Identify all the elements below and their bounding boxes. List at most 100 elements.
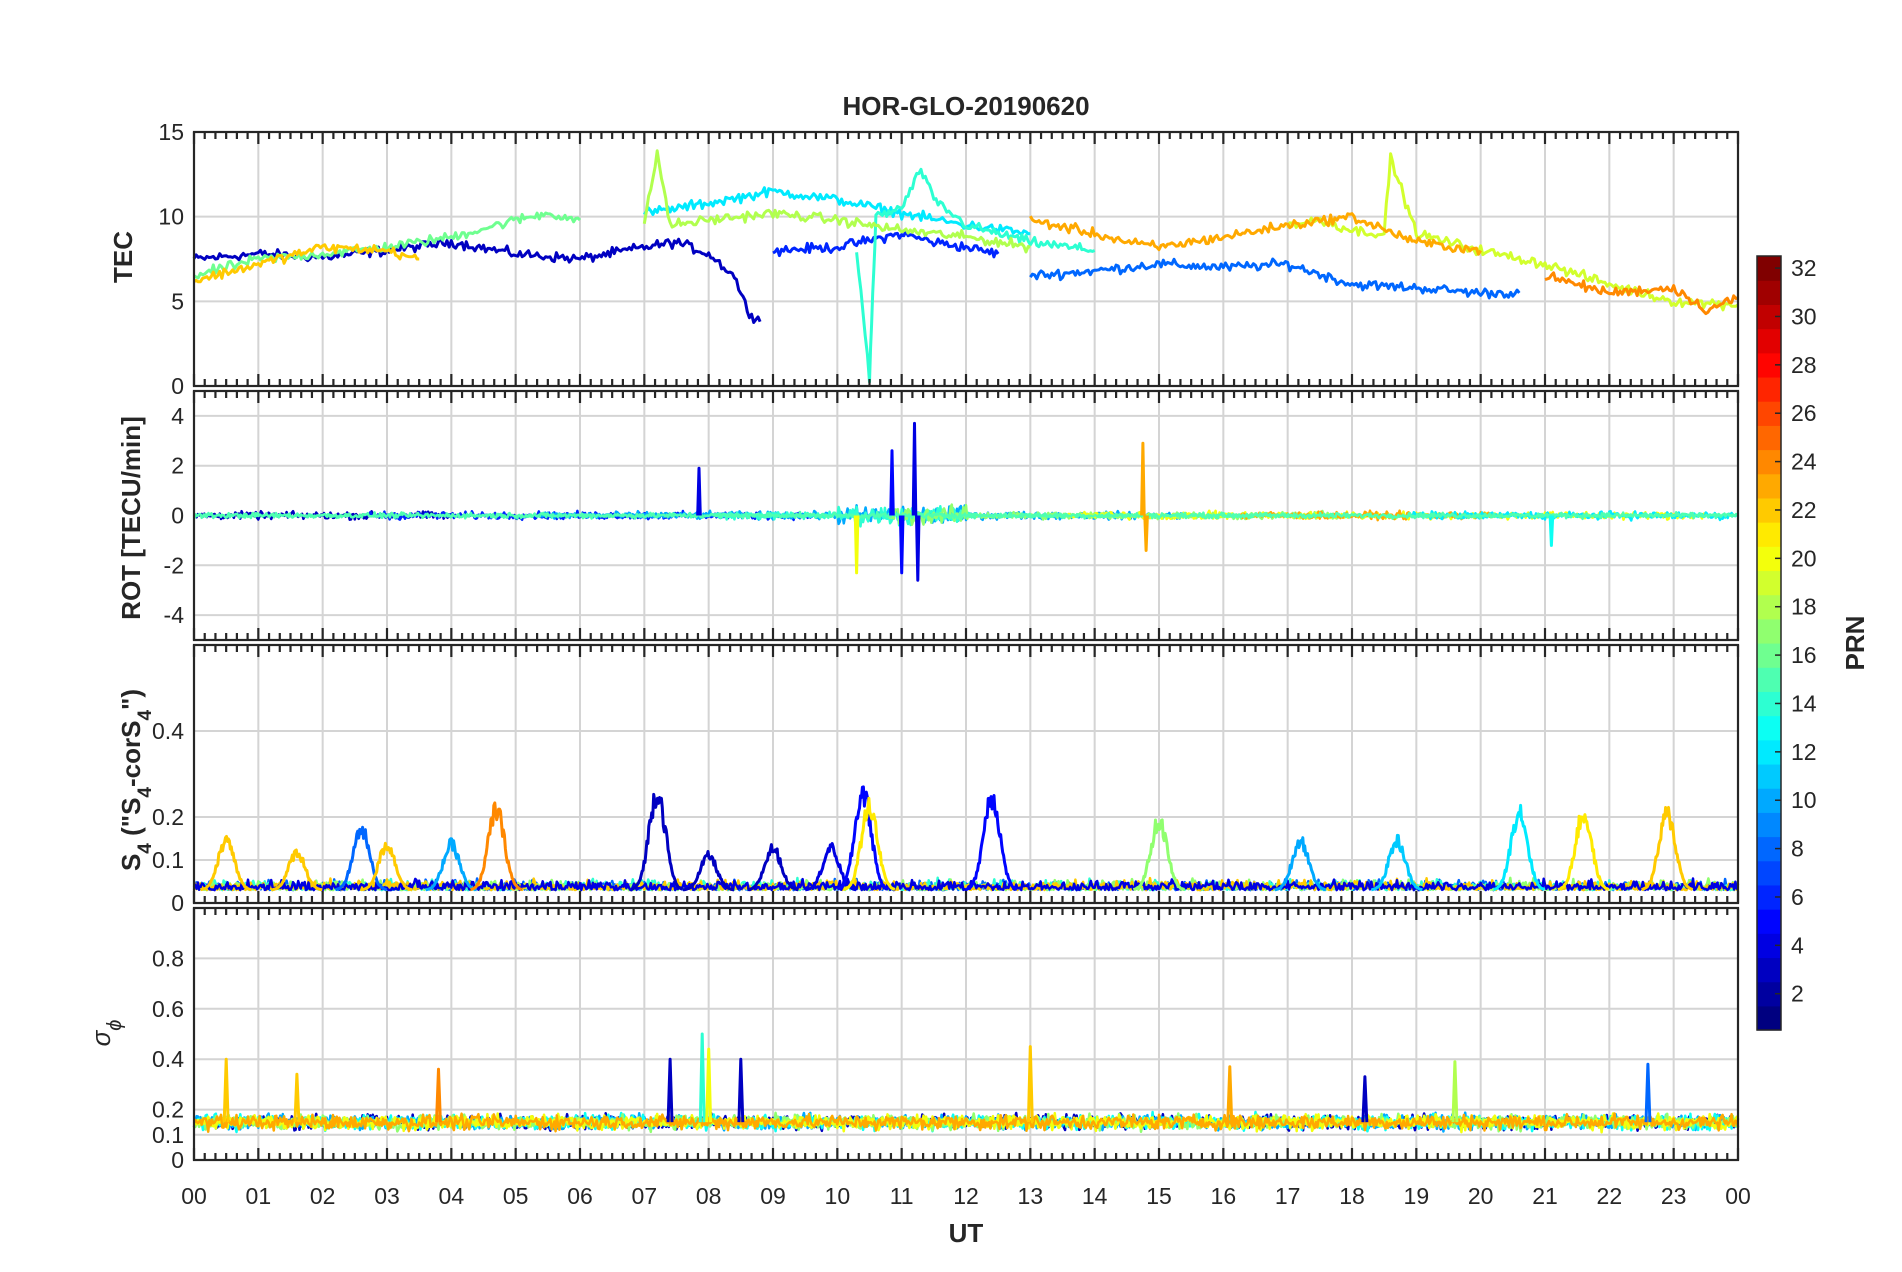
sigma-burst-prn-3 (1361, 1075, 1369, 1123)
y-tick-label: 0 (171, 1147, 184, 1173)
s4-burst-prn-8 (335, 825, 388, 892)
colorbar-swatch (1757, 328, 1781, 354)
y-tick-label: 5 (171, 288, 184, 314)
s4-burst-prn-4 (804, 842, 857, 892)
sigma-burst-prn-22 (1026, 1045, 1034, 1123)
tec-series-prn-14 (855, 167, 1096, 384)
x-axis: 00 01 02 03 04 05 06 07 08 09 10 11 12 13 14 15 16 17 18 19… (181, 1183, 1751, 1209)
colorbar-tick-label: 12 (1791, 739, 1817, 765)
colorbar-swatch (1757, 715, 1781, 741)
s4-burst-prn-21 (843, 796, 896, 891)
colorbar-swatch (1757, 618, 1781, 644)
colorbar-tick-label: 20 (1791, 545, 1817, 571)
figure-title: HOR-GLO-20190620 (842, 91, 1089, 121)
x-tick-label: 12 (953, 1183, 979, 1209)
s4-burst-prn-5 (965, 794, 1018, 891)
x-tick-label: 13 (1018, 1183, 1044, 1209)
s4-burst-prn-5 (836, 785, 890, 891)
tec-series-prn-23 (1029, 212, 1482, 256)
y-tick-label: 0.8 (152, 945, 184, 971)
s4-baseline-prn-4 (192, 877, 1739, 892)
axes-box (192, 906, 1740, 1162)
colorbar-swatch (1757, 667, 1781, 692)
tec-series-prn-18 (642, 149, 1031, 254)
axes-box (192, 389, 1740, 642)
y-tick-label: 0.4 (152, 718, 184, 744)
colorbar-swatch (1757, 376, 1781, 402)
x-tick-label: 14 (1082, 1183, 1108, 1209)
sigma-burst-prn-22 (222, 1057, 230, 1123)
sigma-burst-prn-20 (705, 1047, 713, 1123)
tec-series-prn-6 (772, 229, 1000, 259)
y-tick-label: 0 (171, 890, 184, 916)
rot-spike-prn-4 (696, 466, 702, 516)
x-tick-label: 23 (1661, 1183, 1687, 1209)
s4-burst-prn-22 (360, 841, 413, 892)
colorbar-swatch (1757, 957, 1781, 983)
s4-burst-prn-3 (746, 843, 799, 892)
y-tick-label: 0.2 (152, 804, 184, 830)
s4-burst-prn-10 (1274, 836, 1327, 892)
panel-tec: TEC 0 5 10 15 (108, 119, 1740, 399)
x-tick-label: 22 (1597, 1183, 1623, 1209)
rot-spike-prn-5 (898, 515, 905, 575)
sigma-burst-prn-18 (1451, 1060, 1459, 1123)
x-tick-label: 02 (310, 1183, 336, 1209)
x-tick-label: 15 (1146, 1183, 1172, 1209)
y-tick-label: 4 (171, 403, 184, 429)
colorbar-tick-label: 28 (1791, 352, 1817, 378)
y-tick-label: 0 (171, 503, 184, 529)
s4-burst-prn-12 (1493, 803, 1546, 891)
sigma-burst-prn-3 (666, 1057, 674, 1123)
colorbar-tick-label: 8 (1791, 836, 1804, 862)
colorbar-tick-label: 6 (1791, 884, 1804, 910)
sigma-burst-prn-3 (737, 1057, 745, 1123)
colorbar-swatch (1757, 570, 1781, 596)
x-tick-label: 20 (1468, 1183, 1494, 1209)
colorbar-tick-label: 32 (1791, 255, 1817, 281)
colorbar-tick-label: 26 (1791, 400, 1817, 426)
sigma-burst-prn-8 (1644, 1062, 1652, 1123)
rot-spike-prn-4 (915, 515, 921, 582)
y-tick-label: 0.1 (152, 1122, 184, 1148)
rot-spike-prn-5 (889, 449, 895, 516)
y-tick-label: -4 (164, 602, 185, 628)
x-tick-label: 16 (1211, 1183, 1237, 1209)
x-tick-label: 11 (890, 1183, 914, 1209)
y-tick-label: 0 (171, 373, 184, 399)
sigma-burst-prn-23 (1226, 1065, 1234, 1123)
s4-burst-prn-3 (630, 792, 684, 891)
tec-series-prn-19 (1286, 152, 1739, 312)
colorbar-frame (1756, 255, 1782, 1031)
x-tick-label: 05 (503, 1183, 529, 1209)
tec-series-prn-24 (1544, 271, 1739, 316)
colorbar-swatch (1757, 425, 1781, 451)
x-tick-label: 06 (567, 1183, 593, 1209)
rot-spike-prn-23 (1140, 441, 1146, 516)
x-tick-label: 04 (439, 1183, 465, 1209)
axes-box (192, 130, 1740, 388)
tec-series-prn-8 (1029, 257, 1521, 300)
s4-burst-prn-21 (1557, 813, 1610, 892)
x-tick-label: 03 (374, 1183, 400, 1209)
colorbar-swatch (1757, 909, 1781, 934)
colorbar-tick-label: 2 (1791, 981, 1804, 1007)
rot-spike-prn-20 (853, 515, 860, 575)
y-tick-label: 15 (158, 119, 184, 145)
colorbar-label: PRN (1840, 616, 1870, 671)
colorbar-tick-label: 16 (1791, 642, 1817, 668)
colorbar-tick-label: 14 (1791, 690, 1817, 716)
rot-spike-prn-23 (1143, 515, 1149, 552)
x-axis-label: UT (949, 1218, 984, 1248)
colorbar-swatch (1757, 860, 1781, 886)
x-tick-label: 00 (1725, 1183, 1751, 1209)
x-tick-label: 00 (181, 1183, 207, 1209)
x-tick-label: 07 (632, 1183, 658, 1209)
colorbar-tick-label: 30 (1791, 303, 1817, 329)
colorbar-tick-label: 4 (1791, 932, 1804, 958)
y-tick-label: 2 (171, 453, 184, 479)
axes-box (192, 643, 1740, 905)
sigma-burst-prn-24 (435, 1067, 442, 1123)
